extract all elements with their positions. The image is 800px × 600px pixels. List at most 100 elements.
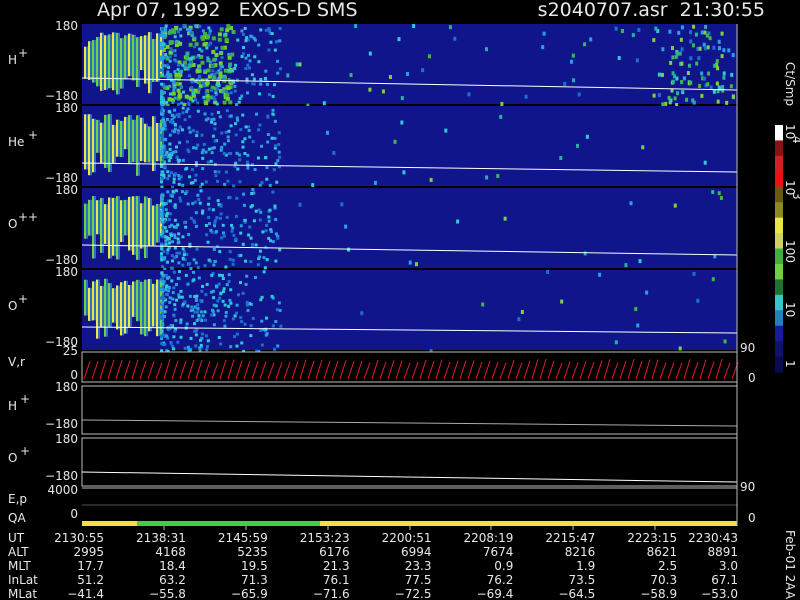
axis-label: 25 (63, 344, 78, 358)
texture (235, 196, 239, 200)
panel-label: O (8, 299, 17, 313)
texture (191, 92, 195, 96)
spectrogram-texture (84, 270, 727, 354)
texture (199, 185, 203, 189)
texture (216, 110, 220, 114)
texture (160, 64, 164, 68)
texture (239, 224, 243, 228)
texture (171, 344, 175, 348)
colorbar-label: 1 (783, 360, 797, 368)
texture (110, 34, 112, 89)
texture (227, 279, 231, 283)
texture (239, 281, 243, 285)
texture (273, 347, 277, 351)
texture (408, 260, 412, 265)
texture (210, 313, 214, 317)
texture (210, 85, 215, 90)
texture (170, 119, 174, 123)
texture (164, 218, 168, 222)
texture (130, 196, 132, 251)
texture (235, 303, 239, 307)
texture (228, 195, 232, 199)
texture (727, 48, 731, 53)
texture (168, 84, 172, 88)
texture (204, 101, 209, 106)
footer-value: 2208:19 (464, 531, 514, 545)
texture (397, 37, 401, 42)
texture (118, 285, 120, 330)
texture (182, 250, 186, 254)
texture (165, 63, 169, 67)
texture (136, 196, 138, 260)
texture (213, 170, 217, 174)
texture (164, 153, 168, 157)
texture (98, 200, 100, 235)
texture (104, 114, 106, 168)
texture (670, 88, 674, 93)
texture (219, 212, 223, 216)
texture (162, 274, 166, 278)
qa-bar (320, 521, 737, 526)
texture (185, 166, 189, 170)
texture (575, 143, 579, 148)
texture (164, 285, 168, 289)
texture (214, 230, 218, 234)
texture (212, 57, 217, 62)
footer-value: 1.9 (576, 559, 595, 573)
texture (270, 294, 274, 298)
texture (456, 219, 460, 224)
texture (696, 46, 700, 51)
texture (186, 202, 190, 206)
texture (673, 96, 677, 101)
texture (194, 164, 198, 168)
texture (168, 29, 173, 34)
panel-label-sup: + (18, 292, 28, 306)
texture (171, 297, 175, 301)
texture (193, 200, 197, 204)
texture (161, 235, 165, 239)
texture (203, 310, 207, 314)
texture (207, 147, 211, 151)
texture (212, 75, 217, 80)
texture (248, 59, 252, 63)
texture (217, 203, 221, 207)
texture (160, 233, 164, 237)
texture (185, 52, 189, 56)
texture (84, 203, 86, 239)
texture (126, 116, 128, 150)
texture (227, 52, 231, 56)
texture (174, 327, 178, 331)
texture (173, 218, 177, 222)
texture (193, 45, 197, 49)
texture (207, 222, 211, 226)
texture (177, 293, 181, 297)
texture (217, 84, 221, 88)
texture (583, 42, 587, 47)
texture (212, 323, 216, 327)
texture (173, 49, 177, 53)
texture (228, 100, 233, 105)
texture (161, 116, 165, 120)
texture (146, 279, 148, 337)
texture (195, 327, 199, 331)
texture (267, 48, 271, 52)
texture (273, 146, 277, 150)
texture (108, 197, 110, 259)
texture (196, 265, 200, 269)
texture (136, 115, 138, 176)
axis-label: 0 (748, 511, 756, 525)
footer-value: 8621 (647, 545, 678, 559)
texture (198, 74, 202, 78)
texture (160, 110, 164, 114)
texture (656, 29, 660, 34)
texture (249, 302, 253, 306)
footer-value: 3.0 (719, 559, 738, 573)
texture (181, 183, 185, 187)
texture (250, 73, 254, 77)
texture (209, 228, 213, 232)
texture (161, 42, 165, 46)
texture (402, 170, 406, 175)
texture (219, 342, 223, 346)
texture (171, 100, 175, 104)
texture (448, 25, 452, 30)
